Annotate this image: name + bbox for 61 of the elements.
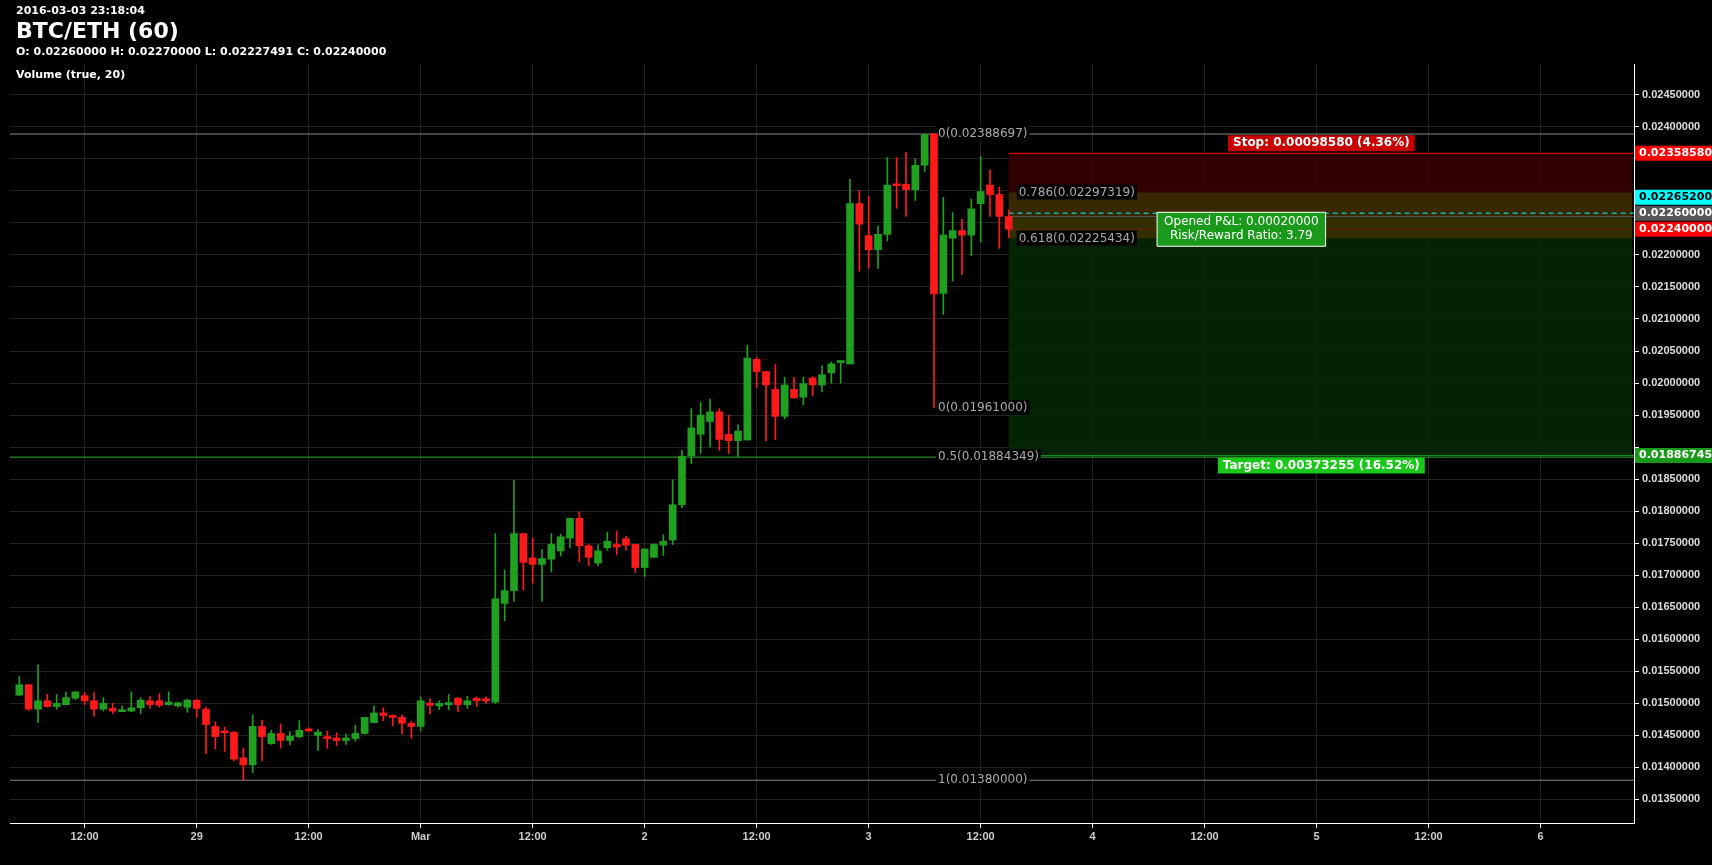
annotation: 1(0.01380000) [938,772,1028,787]
x-tick-label: 12:00 [966,830,995,843]
y-tick-label: 0.02100000 [1642,312,1701,325]
y-tick-label: 0.01550000 [1642,664,1701,677]
ref-line-label: 0.02358580 [1639,146,1712,160]
annotation: Opened P&L: 0.00020000 [1164,214,1319,229]
y-tick-label: 0.01450000 [1642,728,1701,741]
x-tick-label: 3 [865,830,872,843]
y-tick-label: 0.01700000 [1642,568,1701,581]
y-tick-label: 0.02400000 [1642,119,1701,132]
band-label: Stop: 0.00098580 (4.36%) [1233,135,1410,150]
y-tick-label: 0.01850000 [1642,472,1701,485]
y-tick-label: 0.01350000 [1642,792,1701,805]
y-tick-label: 0.01400000 [1642,760,1701,773]
y-tick-label: 0.01650000 [1642,600,1701,613]
y-tick-label: 0.01800000 [1642,504,1701,517]
candlestick [426,698,434,715]
y-tick-label: 0.02000000 [1642,376,1701,389]
x-tick-label: 12:00 [742,830,771,843]
chart-title: BTC/ETH (60) [16,17,180,45]
x-tick-label: Mar [410,830,432,843]
x-tick-label: 12:00 [518,830,547,843]
text: 2016-03-03 23:18:04 [16,4,146,17]
y-tick-label: 0.01500000 [1642,696,1701,709]
y-tick-label: 0.02200000 [1642,247,1701,260]
annotation: 0.618(0.02225434) [1018,230,1135,245]
annotation: 0.786(0.02297319) [1018,184,1135,199]
x-tick-label: 12:00 [294,830,323,843]
y-tick-label: 0.02150000 [1642,279,1701,292]
candlestick [34,664,42,723]
x-tick-label: 4 [1089,830,1097,843]
x-tick-label: 29 [190,830,203,843]
x-tick-label: 6 [1537,830,1544,843]
y-tick-label: 0.01750000 [1642,536,1701,549]
y-tick-label: 0.01950000 [1642,408,1701,421]
candlestick [706,398,714,448]
annotation: Volume (true, 20) [16,68,127,81]
ref-line-label: 0.02265200 [1639,190,1712,204]
x-tick-label: 2 [641,830,648,843]
annotation: 0(0.02388697) [938,126,1028,141]
y-tick-label: 0.02450000 [1642,87,1701,100]
chart-subtitle: O: 0.02260000 H: 0.02270000 L: 0.02227491 C: 0.02240000 [16,45,387,58]
x-tick-label: 12:00 [1190,830,1219,843]
x-tick-label: 12:00 [1414,830,1443,843]
y-tick-label: 0.02050000 [1642,344,1701,357]
ref-line-label: 0.02260000 [1639,206,1712,220]
annotation: 0(0.01961000) [938,400,1028,415]
candlestick [986,169,994,217]
y-tick-label: 0.01600000 [1642,632,1701,645]
annotation: 0.5(0.01884349) [938,449,1039,464]
candlestick [902,152,910,217]
candlestick [762,371,770,442]
annotation: Risk/Reward Ratio: 3.79 [1169,228,1313,243]
ref-line-label: 0.01886745 [1639,448,1712,462]
candlestick [538,549,546,602]
ref-line-label: 0.02240000 [1639,222,1712,236]
x-tick-label: 12:00 [70,830,99,843]
candlestick [314,729,322,752]
band-label: Target: 0.00373255 (16.52%) [1222,457,1420,472]
candlestick [958,219,966,276]
x-tick-label: 5 [1313,830,1320,843]
